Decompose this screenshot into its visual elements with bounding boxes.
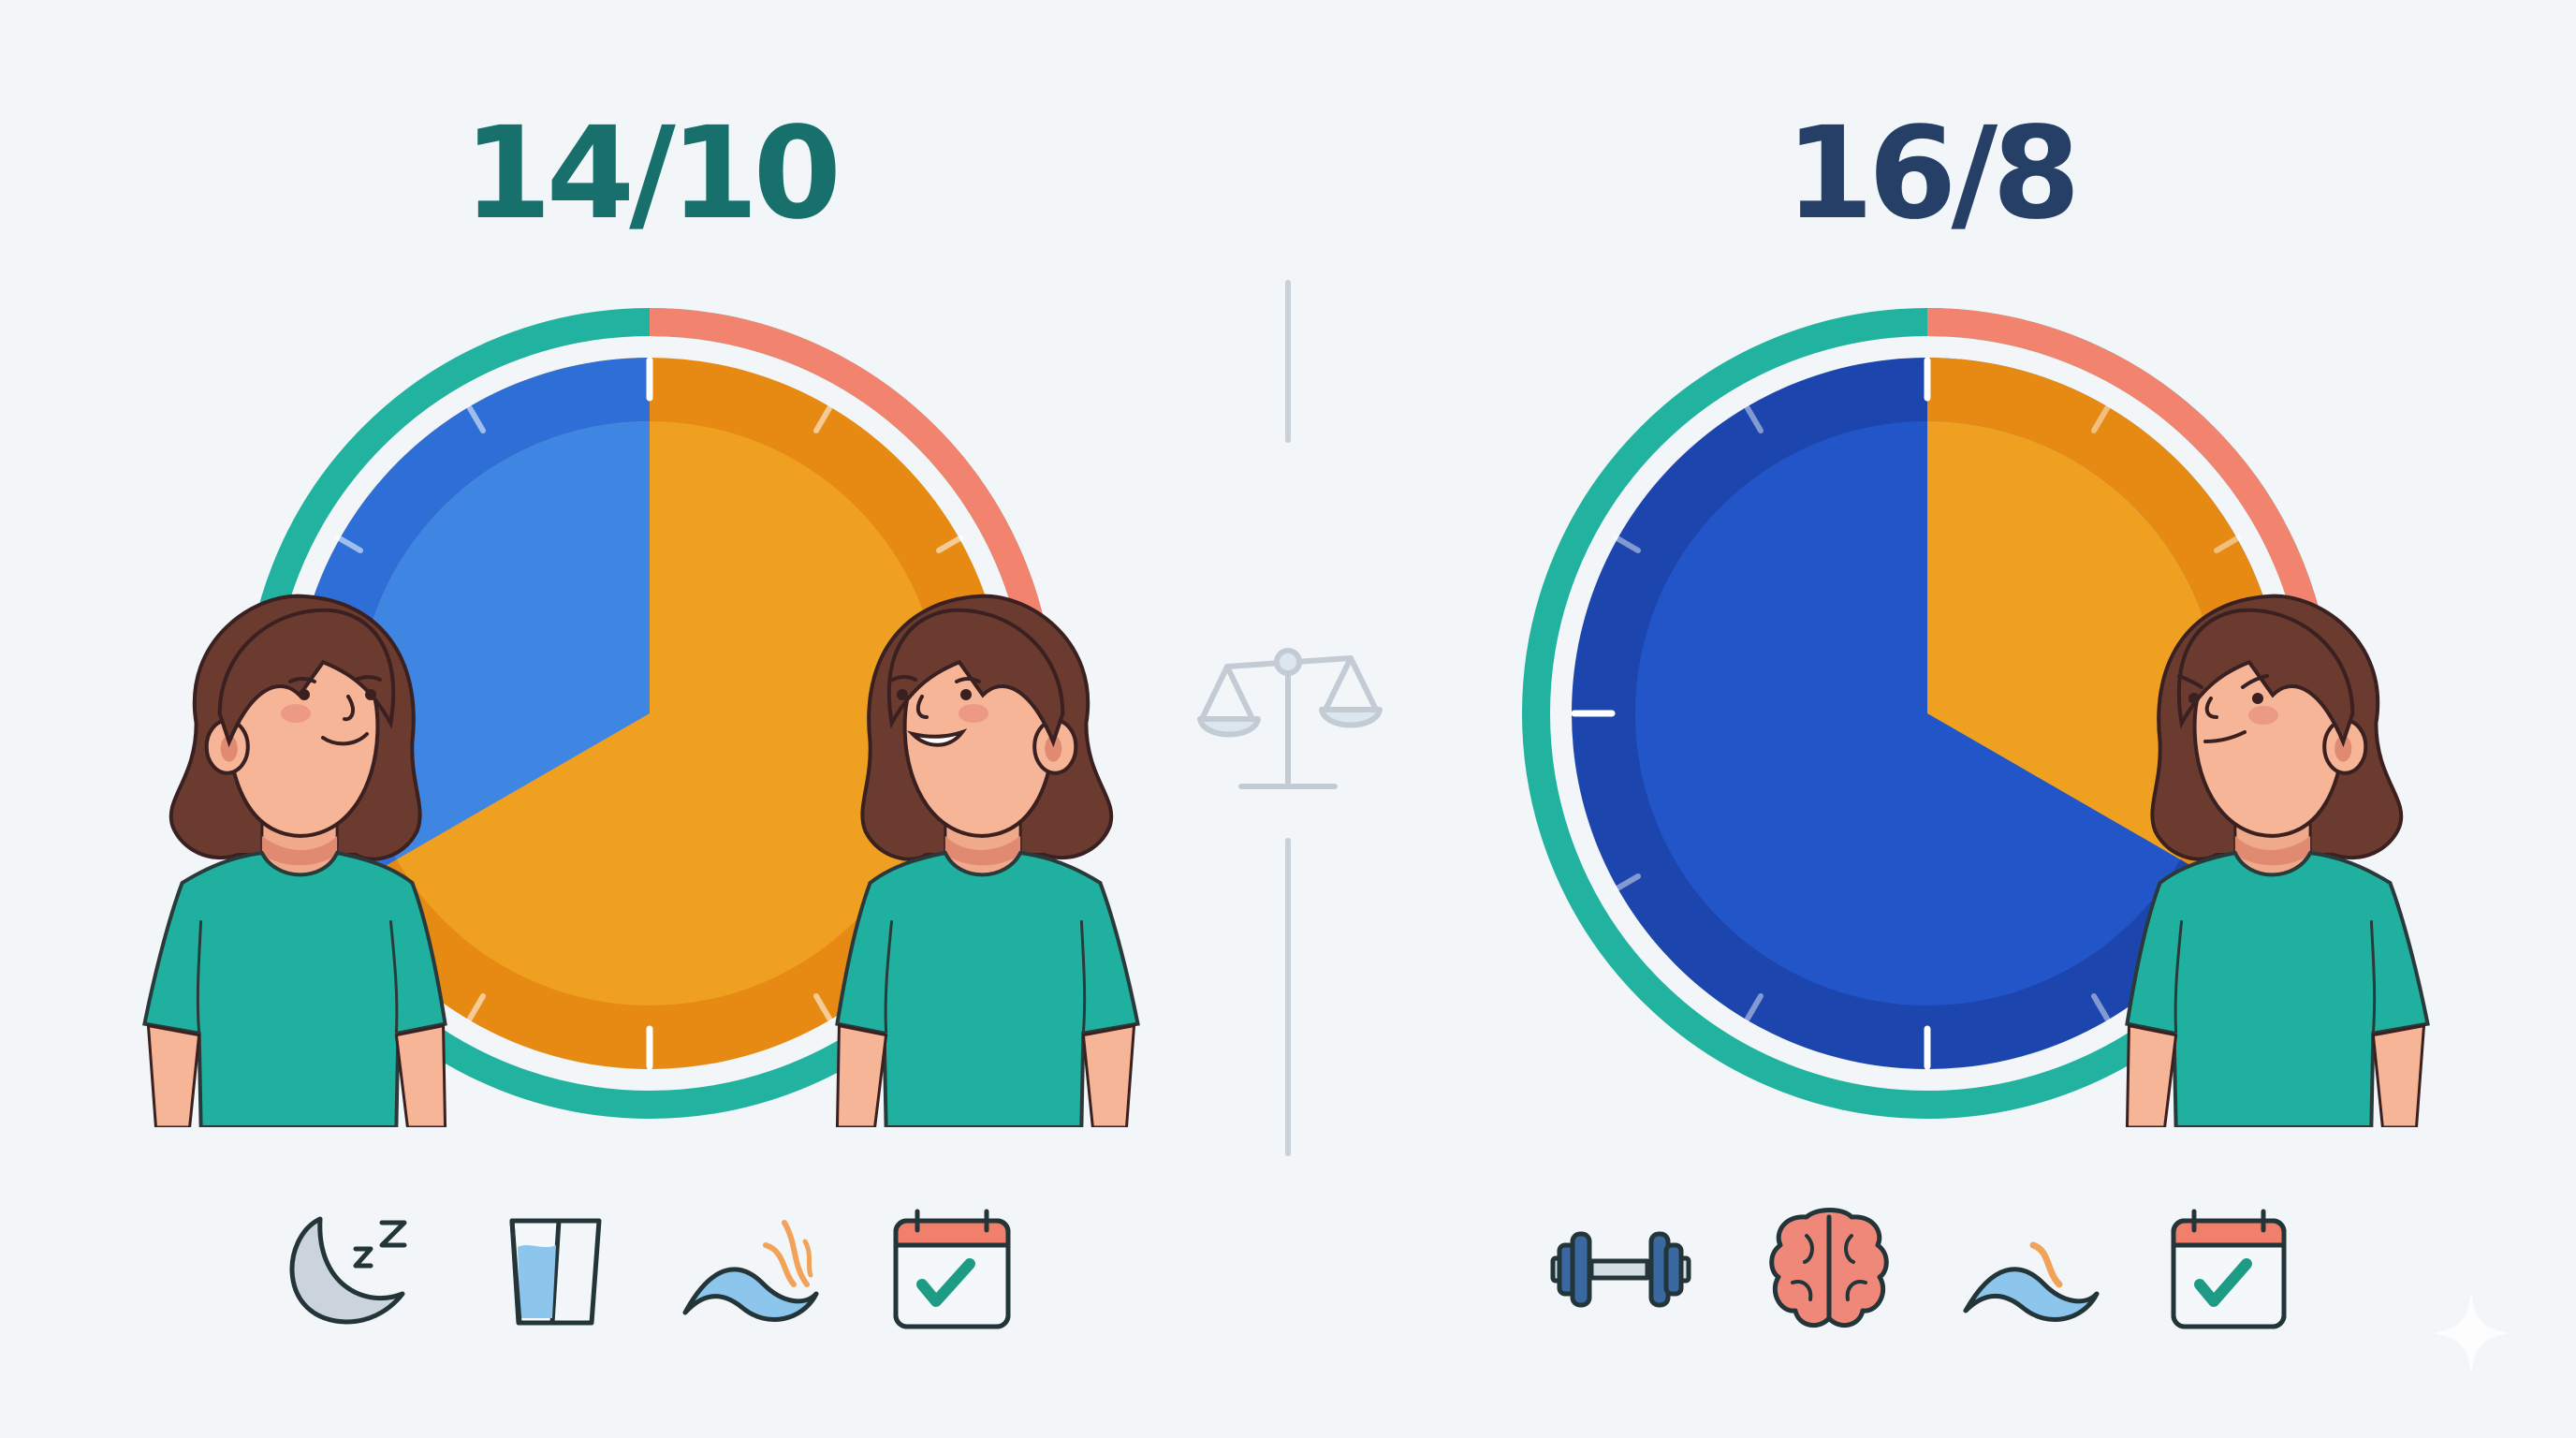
- clock-ticks: [1571, 357, 1931, 1070]
- calendar-check-icon: [2171, 1209, 2287, 1329]
- center-divider: [1197, 280, 1383, 1156]
- wave-heat-icon: [1963, 1241, 2100, 1322]
- character-right-happy: [837, 596, 1137, 1127]
- panel-title-14-10: 14/10: [462, 100, 842, 248]
- character-determined: [2127, 596, 2427, 1127]
- character-left-calm: [144, 596, 445, 1127]
- moon-sleep-icon: [289, 1216, 407, 1325]
- brain-icon: [1769, 1208, 1889, 1328]
- water-glass-icon: [509, 1218, 602, 1326]
- panel-title-16-8: 16/8: [1785, 100, 2081, 248]
- clock-16-8: [1522, 308, 2333, 1119]
- icon-row-left: [289, 1209, 1011, 1329]
- sparkle-icon: [2434, 1292, 2509, 1374]
- icon-row-right: [1550, 1208, 2287, 1329]
- dumbbell-icon: [1550, 1231, 1691, 1308]
- calendar-check-icon: [893, 1209, 1011, 1329]
- wave-heat-icon: [682, 1220, 819, 1322]
- balance-scale-icon: [1197, 648, 1383, 789]
